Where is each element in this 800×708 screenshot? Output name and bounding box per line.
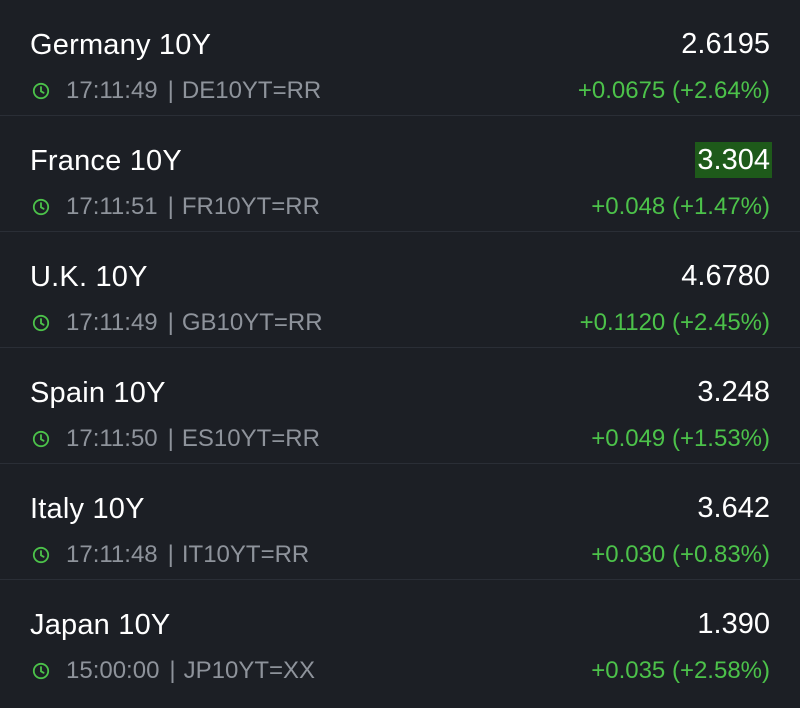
- separator: |: [167, 77, 174, 104]
- quote-row-japan[interactable]: Japan 10Y 1.390 15:00:00 | JP10YT=XX +0.…: [0, 580, 800, 708]
- quote-meta: 17:11:51 | FR10YT=RR: [32, 192, 320, 222]
- quote-time: 17:11:49: [66, 309, 158, 336]
- instrument-name: France 10Y: [30, 145, 182, 177]
- last-price: 2.6195: [681, 28, 770, 60]
- separator: |: [167, 309, 174, 336]
- quote-row-germany[interactable]: Germany 10Y 2.6195 17:11:49 | DE10YT=RR …: [0, 0, 800, 116]
- clock-icon: [32, 662, 50, 680]
- quote-meta: 17:11:48 | IT10YT=RR: [32, 540, 309, 570]
- last-price: 1.390: [697, 608, 770, 640]
- quote-meta: 17:11:50 | ES10YT=RR: [32, 424, 320, 454]
- separator: |: [169, 657, 176, 684]
- last-price-highlighted: 3.304: [695, 142, 772, 178]
- separator: |: [167, 425, 174, 452]
- price-change: +0.0675 (+2.64%): [577, 77, 770, 104]
- quote-time: 17:11:49: [66, 77, 158, 104]
- quote-meta: 15:00:00 | JP10YT=XX: [32, 656, 315, 686]
- price-change: +0.035 (+2.58%): [591, 657, 770, 684]
- price-change: +0.030 (+0.83%): [591, 541, 770, 568]
- last-price: 4.6780: [681, 260, 770, 292]
- instrument-name: U.K. 10Y: [30, 261, 148, 293]
- price-change: +0.048 (+1.47%): [591, 193, 770, 220]
- separator: |: [167, 193, 174, 220]
- quote-row-italy[interactable]: Italy 10Y 3.642 17:11:48 | IT10YT=RR +0.…: [0, 464, 800, 580]
- clock-icon: [32, 198, 50, 216]
- price-change: +0.1120 (+2.45%): [579, 309, 770, 336]
- ric-code: JP10YT=XX: [183, 657, 316, 684]
- quote-time: 17:11:48: [66, 541, 158, 568]
- quote-time: 17:11:50: [66, 425, 158, 452]
- instrument-name: Spain 10Y: [30, 377, 166, 409]
- quote-row-uk[interactable]: U.K. 10Y 4.6780 17:11:49 | GB10YT=RR +0.…: [0, 232, 800, 348]
- separator: |: [167, 541, 174, 568]
- quote-time: 15:00:00: [66, 657, 160, 684]
- clock-icon: [32, 430, 50, 448]
- quote-row-france[interactable]: France 10Y 3.304 17:11:51 | FR10YT=RR +0…: [0, 116, 800, 232]
- ric-code: DE10YT=RR: [181, 77, 322, 104]
- quote-time: 17:11:51: [66, 193, 158, 220]
- price-change: +0.049 (+1.53%): [591, 425, 770, 452]
- ric-code: ES10YT=RR: [181, 425, 320, 452]
- quote-row-spain[interactable]: Spain 10Y 3.248 17:11:50 | ES10YT=RR +0.…: [0, 348, 800, 464]
- ric-code: IT10YT=RR: [181, 541, 310, 568]
- quote-meta: 17:11:49 | DE10YT=RR: [32, 76, 321, 106]
- clock-icon: [32, 82, 50, 100]
- instrument-name: Germany 10Y: [30, 29, 212, 61]
- instrument-name: Japan 10Y: [30, 609, 171, 641]
- clock-icon: [32, 314, 50, 332]
- last-price: 3.248: [697, 376, 770, 408]
- ric-code: FR10YT=RR: [181, 193, 320, 220]
- quote-meta: 17:11:49 | GB10YT=RR: [32, 308, 323, 338]
- ric-code: GB10YT=RR: [181, 309, 323, 336]
- last-price: 3.642: [697, 492, 770, 524]
- clock-icon: [32, 546, 50, 564]
- instrument-name: Italy 10Y: [30, 493, 145, 525]
